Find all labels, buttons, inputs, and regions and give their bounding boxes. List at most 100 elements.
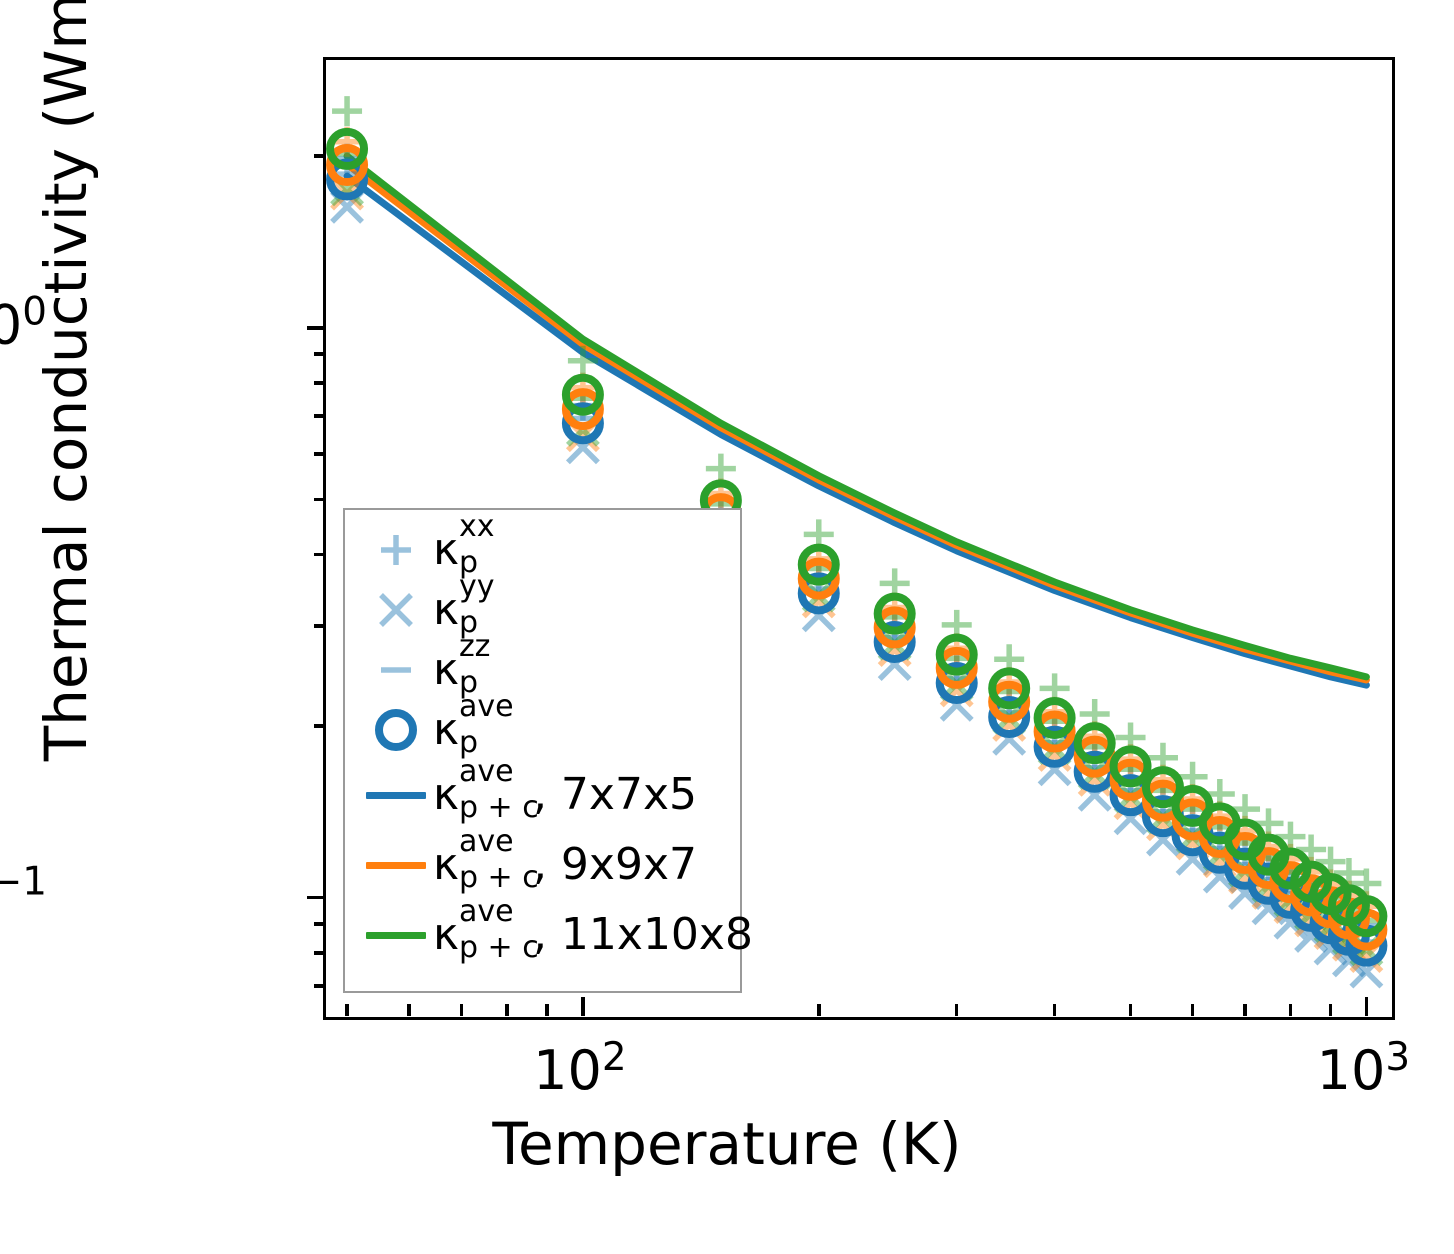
data-point-circle	[797, 557, 840, 600]
data-point-circle	[873, 620, 916, 663]
x-tick-mantissa: 10	[1316, 1039, 1386, 1102]
y-tick-mantissa: 10	[0, 293, 23, 357]
x-axis-title-text: Temperature (K)	[492, 1110, 962, 1178]
legend-symbol-subscript: p	[458, 605, 478, 640]
legend-hline-marker	[359, 640, 433, 700]
legend-symbol-subscript: p + c	[458, 860, 539, 895]
y-minor-tick	[314, 452, 326, 456]
y-minor-tick	[314, 552, 326, 557]
y-minor-tick	[314, 414, 326, 418]
y-minor-tick	[314, 352, 326, 356]
x-minor-tick	[505, 1004, 509, 1016]
x-axis-title: Temperature (K)	[0, 1110, 1454, 1178]
legend-item[interactable]: κ ave p + c, 7x7x5	[345, 757, 740, 830]
legend-item[interactable]: κ xx p	[345, 512, 740, 580]
data-point-plus	[332, 96, 363, 127]
y-minor-tick	[314, 922, 326, 926]
data-point-circle	[988, 680, 1031, 723]
legend-plus-marker	[359, 520, 433, 580]
legend-item[interactable]: κ ave p + c, 9x9x7	[345, 827, 740, 900]
data-point-circle	[1073, 722, 1116, 765]
legend-symbol-superscript: ave	[458, 824, 514, 859]
y-axis-title: Thermal conductivity (Wm−1K−1)	[32, 0, 100, 761]
data-point-circle	[326, 127, 369, 170]
legend-label-tail: , 7x7x5	[532, 769, 697, 820]
data-point-plus	[567, 345, 598, 376]
data-point-circle	[988, 667, 1031, 710]
line-swatch-icon	[366, 861, 426, 869]
legend-label: κ xx p	[433, 512, 515, 578]
legend-symbol-superscript: yy	[458, 569, 495, 604]
plus-marker-icon	[381, 535, 411, 565]
y-minor-tick	[314, 951, 326, 955]
y-axis-title-container: Thermal conductivity (Wm−1K−1)	[26, 0, 106, 787]
x-tick-label: 103	[1316, 1038, 1410, 1102]
legend-symbol-superscript: xx	[458, 509, 495, 544]
line-swatch-icon	[366, 791, 426, 799]
data-point-circle	[561, 402, 604, 445]
y-minor-tick	[314, 381, 326, 385]
y-minor-tick	[314, 497, 326, 502]
data-point-plus	[705, 453, 736, 484]
data-point-plus	[1296, 834, 1327, 865]
legend-item[interactable]: κ ave p	[345, 692, 740, 760]
y-major-tick	[307, 895, 326, 900]
data-point-circle	[1345, 895, 1388, 938]
legend-label: κ ave p + c, 9x9x7	[433, 827, 697, 893]
legend-label: κ ave p + c, 7x7x5	[433, 757, 697, 823]
legend-symbol-base: κ	[433, 584, 459, 635]
y-minor-tick	[314, 724, 326, 728]
legend-label-tail: , 11x10x8	[532, 909, 753, 960]
x-minor-tick	[1243, 1004, 1247, 1016]
data-point-circle	[1033, 725, 1076, 768]
data-point-circle	[873, 606, 916, 649]
legend-symbol-base: κ	[433, 909, 459, 960]
data-point-plus	[1333, 857, 1364, 888]
legend-symbol-superscript: ave	[458, 689, 514, 724]
data-point-circle	[326, 144, 369, 187]
legend-item[interactable]: κ yy p	[345, 572, 740, 640]
chart-legend[interactable]: κ xx p κ yy p κ zz p κ ave p κ ave p + c, 7x7x5 κ ave p +…	[343, 508, 753, 993]
x-minor-tick	[1128, 1004, 1133, 1016]
y-minor-tick	[314, 984, 326, 988]
legend-symbol-subscript: p + c	[458, 790, 539, 825]
legend-symbol-subscript: p	[458, 665, 478, 700]
data-point-circle	[1033, 696, 1076, 739]
x-minor-tick	[1190, 1004, 1195, 1016]
trend-lines-group	[343, 152, 1370, 689]
legend-item[interactable]: κ zz p	[345, 632, 740, 700]
x-minor-tick	[407, 1004, 411, 1016]
data-point-circle	[935, 662, 978, 705]
legend-symbol-subscript: p	[458, 545, 478, 580]
line-swatch-icon	[366, 931, 426, 939]
data-point-circle	[797, 543, 840, 586]
x-minor-tick	[1328, 1004, 1333, 1016]
x-tick-mantissa: 10	[533, 1039, 602, 1102]
y-major-tick	[307, 326, 326, 330]
x-major-tick	[1364, 997, 1369, 1016]
legend-symbol-subscript: p	[458, 725, 478, 760]
x-tick-exponent: 3	[1385, 1035, 1411, 1080]
legend-line-swatch	[359, 900, 433, 970]
legend-item[interactable]: κ ave p + c, 11x10x8	[345, 897, 753, 970]
data-point-plus	[1275, 821, 1306, 852]
data-point-circle	[873, 592, 916, 635]
legend-label: κ ave p	[433, 692, 515, 758]
legend-symbol-base: κ	[433, 839, 459, 890]
y-tick-exponent: −1	[0, 859, 47, 905]
legend-symbol-subscript: p + c	[458, 930, 539, 965]
legend-label: κ ave p + c, 11x10x8	[433, 897, 753, 963]
data-point-circle	[1109, 745, 1152, 788]
legend-label-tail: , 9x9x7	[532, 839, 697, 890]
legend-symbol-superscript: zz	[458, 629, 491, 664]
legend-circle-marker	[359, 700, 433, 760]
legend-symbol-superscript: ave	[458, 754, 514, 789]
x-minor-tick	[817, 1004, 821, 1016]
hline-marker-icon	[381, 667, 411, 673]
y-tick-exponent: 0	[22, 289, 47, 335]
y-tick-label: 10−1	[0, 862, 47, 926]
y-tick-label: 100	[0, 292, 47, 357]
x-tick-exponent: 2	[601, 1035, 627, 1080]
data-point-circle	[1033, 710, 1076, 753]
legend-cross-marker	[359, 580, 433, 640]
